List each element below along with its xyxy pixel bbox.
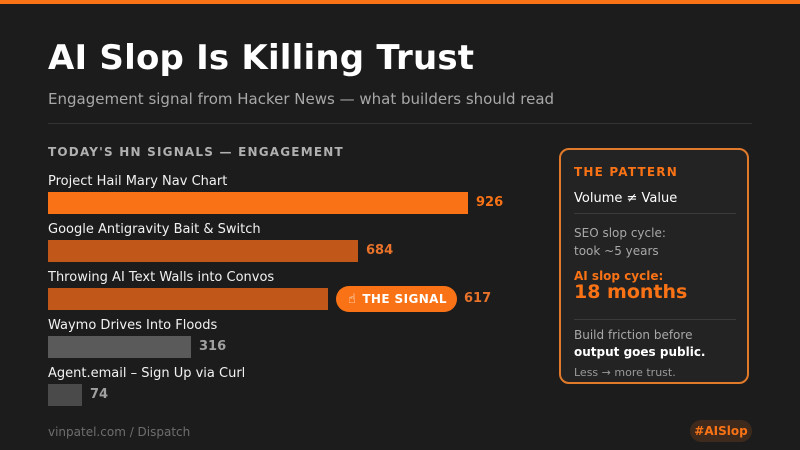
ai-cycle-duration: 18 months — [574, 281, 688, 303]
signal-highlight-pill: ☝ THE SIGNAL — [336, 286, 457, 312]
bar-label: Google Antigravity Bait & Switch — [48, 222, 261, 237]
bar-value: 617 — [464, 291, 492, 306]
bar — [48, 288, 328, 310]
panel-title: THE PATTERN — [574, 165, 678, 179]
panel-divider — [574, 213, 736, 214]
seo-cycle-label: SEO slop cycle: — [574, 226, 666, 240]
hashtag-badge[interactable]: #AISlop — [690, 420, 752, 442]
seo-cycle-duration: took ~5 years — [574, 244, 659, 258]
friction-line-2: output goes public. — [574, 345, 706, 359]
bar-label: Waymo Drives Into Floods — [48, 318, 218, 333]
friction-line-1: Build friction before — [574, 328, 693, 342]
bar — [48, 336, 191, 358]
bar-label: Agent.email – Sign Up via Curl — [48, 366, 246, 381]
pointer-hand-icon: ☝ — [348, 291, 357, 307]
ai-cycle-label: AI slop cycle: — [574, 269, 664, 283]
signal-pill-label: THE SIGNAL — [362, 292, 447, 306]
bar — [48, 384, 82, 406]
bar-value: 684 — [366, 243, 394, 258]
panel-tagline: Less → more trust. — [574, 366, 676, 379]
page-title: AI Slop Is Killing Trust — [48, 38, 475, 78]
page-subtitle: Engagement signal from Hacker News — wha… — [48, 90, 555, 108]
bar-value: 74 — [90, 387, 109, 402]
bar — [48, 240, 358, 262]
chart-section-label: TODAY'S HN SIGNALS — ENGAGEMENT — [48, 145, 344, 159]
bar-label: Project Hail Mary Nav Chart — [48, 174, 228, 189]
pattern-panel: THE PATTERN Volume ≠ Value SEO slop cycl… — [559, 148, 749, 384]
panel-divider — [574, 319, 736, 320]
bar — [48, 192, 468, 214]
header-divider — [48, 123, 752, 124]
footer-source: vinpatel.com / Dispatch — [48, 425, 191, 439]
bar-value: 926 — [476, 195, 504, 210]
panel-headline: Volume ≠ Value — [574, 191, 678, 206]
top-accent-strip — [0, 0, 800, 4]
bar-label: Throwing AI Text Walls into Convos — [48, 270, 275, 285]
bar-value: 316 — [199, 339, 227, 354]
